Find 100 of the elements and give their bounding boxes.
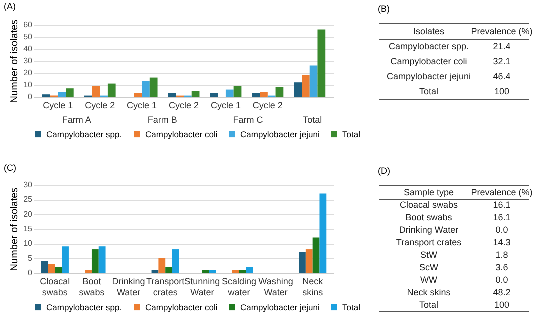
bar [302, 75, 310, 97]
text: 32.1 [493, 56, 511, 66]
bar [226, 90, 234, 97]
bar [85, 270, 92, 273]
category-label: Total [419, 300, 439, 310]
text: Farm A [62, 115, 92, 125]
x-tick-label: Scalding water [222, 276, 256, 298]
text: (D) [378, 166, 390, 176]
bar [318, 30, 326, 97]
bar [48, 264, 56, 273]
y-tick-label: 20 [24, 210, 34, 219]
bar [62, 246, 69, 273]
bar [202, 270, 210, 273]
y-tick-label: 50 [24, 32, 34, 42]
x-tick-label: Washing Water [258, 276, 294, 298]
bar [168, 93, 176, 97]
x-tick-label: Cycle 2 [168, 100, 200, 110]
x-tick-label: Stunning Water [184, 276, 220, 298]
bar [92, 250, 99, 273]
bar [41, 261, 48, 273]
bar [172, 250, 180, 273]
bar [276, 87, 284, 97]
bar [209, 270, 216, 273]
category-label: ScW [420, 262, 440, 272]
bar [310, 66, 318, 97]
category-label: WW [420, 274, 438, 285]
text: 100 [494, 86, 510, 96]
category-label: Campylobacter coli [390, 56, 468, 66]
bar [142, 81, 150, 97]
category-label: Transport crates [396, 237, 462, 248]
bar [66, 88, 74, 97]
bar [246, 267, 254, 273]
text: Farm B [148, 115, 178, 125]
y-tick-label: 15 [24, 224, 34, 234]
text: 21.4 [493, 42, 511, 52]
text: Sample type [404, 187, 454, 198]
bar [108, 84, 116, 97]
bar [192, 91, 200, 97]
y-tick-label: 20 [24, 68, 34, 78]
y-tick-label: 0 [28, 92, 34, 102]
legend-label: Campylobacter coli [146, 129, 218, 140]
y-tick-label: 30 [24, 56, 34, 66]
legend-label: Campylobacter spp. [46, 302, 122, 312]
chart-title: (C) [4, 163, 16, 173]
x-tick-label: Cloacal swabs [40, 276, 70, 298]
text: 0.0 [496, 224, 508, 235]
x-tick-label: Drinking Water [112, 276, 146, 298]
bar [312, 238, 320, 273]
x-tick-label: Cycle 1 [127, 100, 158, 110]
y-tick-label: 40 [24, 44, 34, 54]
text: 48.2 [493, 287, 511, 298]
bar [299, 252, 306, 273]
bar [150, 78, 158, 97]
y-tick-label: 10 [24, 80, 34, 90]
bar [260, 92, 268, 97]
bar [294, 82, 302, 97]
text: 46.4 [493, 72, 511, 82]
text: 3.6 [496, 262, 508, 272]
legend-label: Campylobacter jejuni [240, 129, 320, 140]
text: Prevalence (%) [471, 26, 533, 36]
bar [239, 270, 246, 273]
text: Farm C [233, 115, 264, 125]
text: 16.1 [493, 200, 511, 210]
bar [152, 270, 159, 273]
legend-label: Campylobacter jejuni [240, 302, 320, 312]
bar [232, 270, 240, 273]
text: 100 [494, 300, 510, 310]
bar [234, 86, 242, 97]
category-label: Drinking Water [399, 224, 459, 235]
category-label: StW [420, 250, 438, 260]
text: 14.3 [493, 237, 511, 248]
bar [306, 250, 313, 273]
bar [98, 246, 106, 273]
text: 16.1 [493, 212, 511, 222]
category-label: Total [419, 86, 439, 96]
text: Isolates [413, 26, 445, 36]
bar [92, 86, 100, 97]
bar [210, 93, 218, 97]
text: 0.0 [496, 274, 508, 285]
bar [166, 267, 172, 273]
y-tick-label: 25 [24, 195, 34, 204]
text: Prevalence (%) [471, 187, 533, 198]
category-label: Boot swabs [406, 212, 453, 222]
legend-label: Campylobacter coli [146, 302, 218, 312]
x-tick-label: Transport crates [146, 276, 186, 298]
category-label: Campylobacter spp. [388, 42, 470, 52]
bar [320, 194, 327, 273]
y-axis-title: Number of isolates [10, 20, 21, 104]
x-tick-label: Cycle 2 [252, 100, 283, 110]
y-tick-label: 0 [28, 268, 34, 278]
legend-label: Total [342, 129, 361, 140]
x-tick-label: Neck skins [302, 276, 324, 298]
x-tick-label: Cycle 1 [210, 100, 241, 110]
bar [252, 93, 260, 97]
category-label: Cloacal swabs [400, 200, 459, 210]
text: (B) [378, 4, 390, 14]
y-tick-label: 5 [28, 254, 34, 263]
x-tick-label: Boot swabs [79, 276, 106, 298]
bar [55, 267, 62, 273]
bar [134, 93, 142, 97]
